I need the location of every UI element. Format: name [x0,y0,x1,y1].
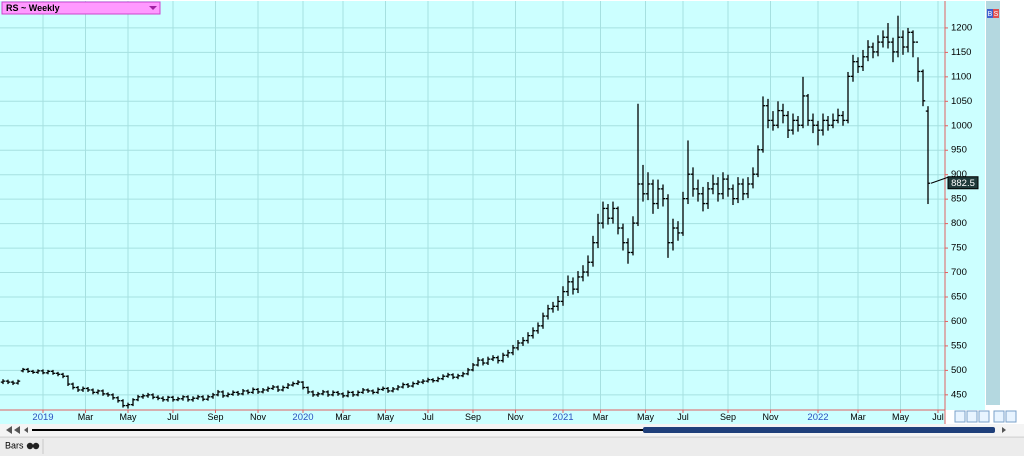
y-tick-label: 650 [951,292,967,303]
y-tick-label: 950 [951,145,967,156]
x-tick-label: Mar [850,412,866,422]
x-tick-label: Sep [465,412,481,422]
status-bar [0,437,1024,456]
sell-label: S [994,11,999,18]
x-tick-label: Nov [762,412,779,422]
x-axis: 2019 Mar May Jul Sep Nov 2020 Mar May Jul Sep Nov 20… [32,410,944,423]
y-tick-label: 600 [951,316,967,327]
y-tick-label: 550 [951,340,967,351]
last-value-box [947,176,979,190]
zoom-buttons [954,410,1017,423]
y-tick-label: 900 [951,169,967,180]
y-tick-label: 1100 [951,71,971,82]
x-tick-label: May [377,412,395,422]
control-button[interactable] [966,410,978,423]
x-tick-label: 2020 [292,412,313,423]
y-tick-label: 1050 [951,96,972,107]
bars-icon[interactable] [32,442,40,450]
y-tick-label: 1200 [951,22,972,33]
scroll-step[interactable] [24,427,28,433]
x-tick-label: 2021 [552,412,573,423]
x-tick-label: Jul [167,412,179,422]
bars [0,15,931,409]
y-axis: 450 500 550 600 650 700 750 800 850 900 950 1000 105… [930,22,979,400]
x-tick-label: May [892,412,910,422]
buy-label: B [988,11,993,18]
scroll-right[interactable] [1002,427,1006,433]
x-tick-label: Jul [932,412,944,422]
sell-button[interactable] [993,9,999,18]
grid [0,1,945,410]
x-tick-label: May [119,412,137,422]
bars-icon[interactable] [26,442,34,450]
y-tick-label: 850 [951,194,967,205]
scroll-thumb[interactable] [643,427,995,433]
side-panel [986,1,1000,405]
x-tick-label: Nov [250,412,267,422]
last-value-pointer [930,176,949,184]
x-tick-label: Sep [720,412,736,422]
chart-title: RS ~ Weekly [6,3,60,13]
y-axis-area [945,1,985,410]
y-tick-label: 700 [951,267,967,278]
y-tick-label: 500 [951,365,967,376]
x-tick-label: Sep [207,412,223,422]
x-tick-label: Jul [422,412,434,422]
y-tick-label: 1000 [951,120,972,131]
y-tick-label: 1150 [951,47,971,58]
x-tick-label: Nov [507,412,524,422]
y-tick-label: 750 [951,243,967,254]
x-tick-label: 2019 [32,412,53,423]
x-axis-area [0,410,945,424]
x-tick-label: 2022 [807,412,828,423]
y-tick-label: 800 [951,218,967,229]
dropdown-arrow[interactable] [149,6,157,10]
last-value-label: 882.5 [951,178,975,189]
control-button[interactable] [1005,410,1017,423]
control-button[interactable] [954,410,966,423]
x-tick-label: Mar [78,412,94,422]
control-button[interactable] [993,410,1005,423]
bars-label: Bars [5,440,24,450]
x-tick-label: Jul [677,412,689,422]
title-box[interactable] [1,1,161,15]
x-tick-label: Mar [335,412,351,422]
x-tick-label: Mar [593,412,609,422]
x-tick-label: May [637,412,655,422]
buy-button[interactable] [987,9,993,18]
scroll-left[interactable] [6,426,12,434]
y-tick-label: 450 [951,389,967,400]
control-button[interactable] [978,410,990,423]
scroll-left-fast[interactable] [14,426,20,434]
